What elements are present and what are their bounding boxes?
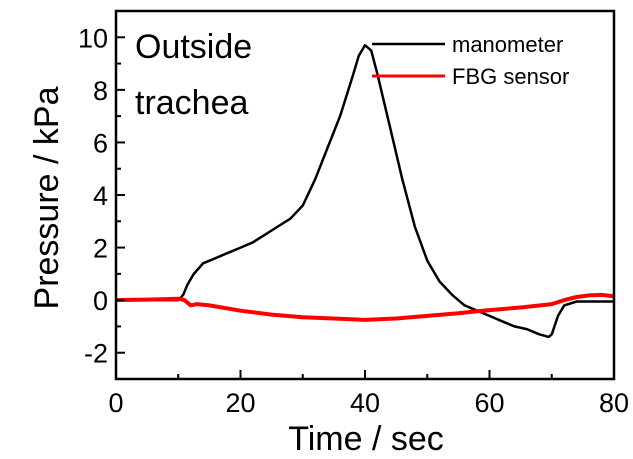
series-line-manometer	[116, 43, 614, 339]
y-tick-label: 4	[93, 181, 108, 211]
series-line-fbg-sensor	[115, 292, 615, 322]
legend: manometer FBG sensor	[372, 32, 569, 89]
annotation-line-2: trachea	[135, 84, 248, 122]
y-tick-label: 6	[93, 128, 108, 158]
legend-label-fbg-sensor: FBG sensor	[452, 64, 569, 89]
chart-marks	[115, 43, 615, 339]
annotation-line-1: Outside	[135, 28, 252, 66]
y-axis-title: Pressure / kPa	[28, 86, 66, 309]
y-tick-label: 8	[93, 76, 108, 106]
legend-label-manometer: manometer	[452, 32, 563, 57]
x-tick-label: 20	[225, 388, 255, 418]
x-axis-title: Time / sec	[288, 420, 444, 458]
x-tick-label: 0	[108, 388, 123, 418]
y-tick-label: 0	[93, 286, 108, 316]
y-tick-label: 2	[93, 234, 108, 264]
x-tick-label: 40	[350, 388, 380, 418]
y-tick-label: 10	[78, 23, 108, 53]
x-tick-label: 60	[474, 388, 504, 418]
y-tick-label: -2	[84, 339, 108, 369]
x-tick-label: 80	[599, 388, 629, 418]
